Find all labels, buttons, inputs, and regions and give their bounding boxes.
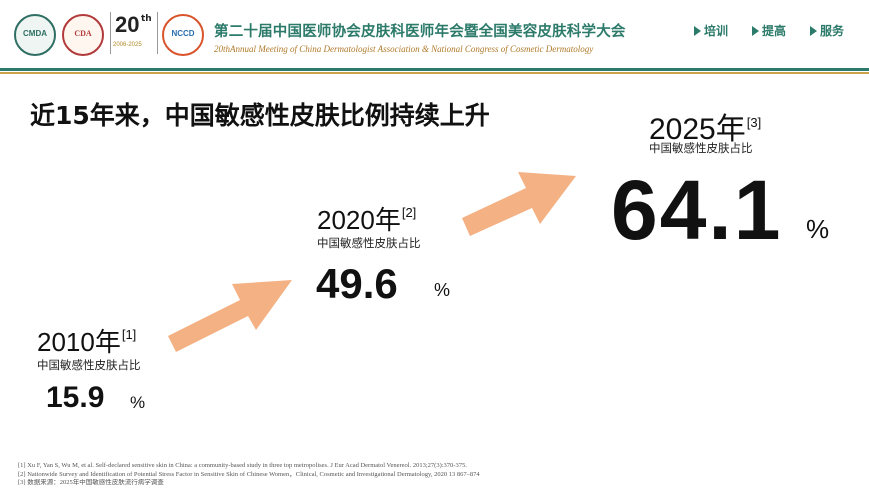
cda-logo: CDA [62, 14, 104, 56]
caption-2020: 中国敏感性皮肤占比 [317, 236, 421, 250]
trend-arrow-1 [168, 280, 292, 352]
unit-2025: % [806, 214, 830, 244]
conference-header: CMDA CDA 20 th 2006-2025 NCCD 第二十届中国医师协会… [0, 0, 869, 68]
references: [1] Xu F, Yan S, Wu M, et al. Self-decla… [18, 462, 858, 488]
unit-2010: % [130, 393, 146, 412]
nav-item-training[interactable]: 培训 [694, 22, 728, 39]
value-2020: 49.6 [316, 260, 398, 307]
nccd-logo: NCCD [162, 14, 204, 56]
nav-item-service[interactable]: 服务 [810, 22, 844, 39]
reference-3: [3] 数据来源：2025年中国敏感性皮肤流行病学调查 [18, 479, 164, 487]
play-triangle-icon [694, 26, 701, 36]
conference-title-en: 20thAnnual Meeting of China Dermatologis… [214, 44, 594, 54]
play-triangle-icon [810, 26, 817, 36]
conference-title-cn: 第二十届中国医师协会皮肤科医师年会暨全国美容皮肤科学大会 [214, 24, 626, 40]
year-2010: 2010年[1] [37, 327, 137, 357]
reference-2: [2] Nationwide Survey and Identification… [18, 470, 480, 478]
header-divider-green [0, 68, 869, 71]
reference-1: [1] Xu F, Yan S, Wu M, et al. Self-decla… [18, 462, 467, 469]
unit-2020: % [434, 280, 451, 300]
anniversary-logo: 20 th 2006-2025 [110, 12, 158, 54]
trend-arrow-2 [462, 172, 576, 236]
nav-item-improve[interactable]: 提高 [752, 22, 786, 39]
year-2020: 2020年[2] [317, 205, 417, 235]
value-2025: 64.1 [611, 163, 783, 257]
cmda-logo: CMDA [14, 14, 56, 56]
caption-2025: 中国敏感性皮肤占比 [649, 141, 753, 155]
year-2025: 2025年[3] [649, 113, 762, 146]
slide-title: 近15年来，中国敏感性皮肤比例持续上升 [30, 101, 490, 130]
play-triangle-icon [752, 26, 759, 36]
value-2010: 15.9 [46, 381, 105, 414]
caption-2010: 中国敏感性皮肤占比 [37, 358, 141, 372]
header-divider-gold [0, 72, 869, 74]
